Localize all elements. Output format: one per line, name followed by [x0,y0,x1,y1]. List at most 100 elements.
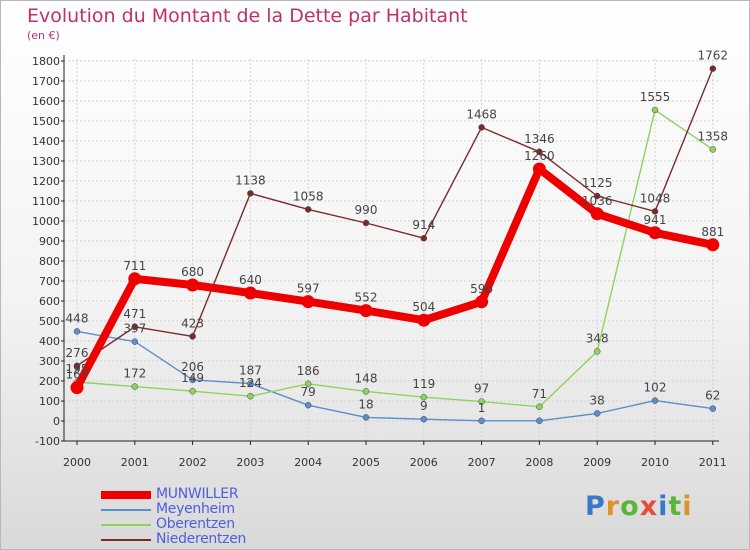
legend-swatch [101,509,151,511]
data-label: 881 [701,225,724,239]
data-point [189,387,196,395]
data-label: 1125 [582,176,613,190]
legend-label: MUNWILLER [156,486,239,502]
data-label: 914 [412,218,435,232]
data-point [359,304,373,318]
data-label: 941 [644,213,667,227]
legend-swatch [101,491,151,499]
data-point [131,323,139,331]
data-label: 1058 [293,189,324,203]
y-tick-label: 1400 [32,135,60,148]
y-tick-label: 900 [39,235,60,248]
y-tick-label: 1300 [32,155,60,168]
x-tick-label: 2009 [583,456,611,469]
legend-item: Meyenheim [101,502,301,517]
data-label: 97 [474,382,489,396]
data-label: 186 [297,364,320,378]
logo-letter: o [620,491,640,522]
data-label: 397 [123,322,146,336]
data-label: 102 [644,381,667,395]
data-label: 1468 [466,107,497,121]
data-label: 1260 [524,149,555,163]
logo-letter: i [682,491,693,522]
data-label: 1762 [698,49,729,63]
data-point [301,295,315,309]
y-tick-label: 400 [39,335,60,348]
data-point [593,410,601,417]
legend-swatch [101,524,151,526]
data-point [189,333,196,340]
data-label: 1346 [524,132,555,146]
y-tick-label: 1100 [32,195,60,208]
data-label: 38 [590,393,605,407]
legend-item: Niederentzen [101,532,301,547]
x-tick-label: 2011 [699,456,727,469]
data-point [417,313,431,327]
data-label: 149 [181,371,204,385]
series-line [76,109,714,408]
data-label: 680 [181,265,204,279]
data-point [362,414,370,421]
data-label: 596 [470,282,493,296]
data-label: 148 [355,371,378,385]
data-point [420,234,428,242]
x-tick-label: 2006 [410,456,438,469]
data-label: 597 [297,282,320,296]
data-label: 1138 [235,173,266,187]
chart-title: Evolution du Montant de la Dette par Hab… [27,5,468,27]
chart-subtitle: (en €) [27,29,60,42]
y-tick-label: 1000 [32,215,60,228]
data-point [73,328,81,335]
data-label: 9 [420,399,428,413]
data-point [186,278,200,292]
data-point [247,190,254,197]
data-point [648,226,662,240]
data-label: 62 [705,389,720,403]
data-label: 187 [239,364,262,378]
data-point [536,403,543,411]
y-tick-label: 1800 [32,55,60,68]
data-point [706,238,720,252]
data-point [362,219,370,227]
data-point [590,207,604,221]
logo-letter: t [668,491,683,522]
data-label: 119 [412,377,435,391]
data-point [536,148,543,156]
data-label: 504 [412,300,435,314]
y-tick-label: 0 [53,415,60,428]
legend-label: Meyenheim [156,501,235,517]
data-point [593,348,601,355]
legend-label: Niederentzen [156,531,247,547]
x-tick-label: 2010 [641,456,669,469]
x-tick-label: 2008 [525,456,553,469]
data-label: 167 [66,368,89,382]
logo-letter: P [585,491,606,522]
y-tick-label: 600 [39,295,60,308]
logo-letter: r [605,491,621,522]
data-point [593,192,601,200]
data-label: 1358 [698,129,729,143]
legend-item: MUNWILLER [101,487,301,502]
data-label: 711 [123,259,146,273]
data-point [536,417,543,425]
x-tick-label: 2000 [63,456,91,469]
data-point [651,106,659,114]
data-point [651,208,659,215]
data-label: 552 [355,291,378,305]
y-tick-label: -100 [35,435,60,448]
legend-item: Oberentzen [101,517,301,532]
data-label: 348 [586,331,609,345]
x-tick-label: 2005 [352,456,380,469]
series-line [76,330,714,422]
data-label: 990 [355,203,378,217]
data-label: 1036 [582,194,613,208]
data-point [304,206,312,213]
x-tick-label: 2001 [121,456,149,469]
data-label: 71 [532,387,547,401]
data-point [478,124,485,131]
legend-label: Oberentzen [156,516,235,532]
data-label: 18 [358,397,373,411]
y-tick-label: 1200 [32,175,60,188]
data-point [420,415,428,423]
